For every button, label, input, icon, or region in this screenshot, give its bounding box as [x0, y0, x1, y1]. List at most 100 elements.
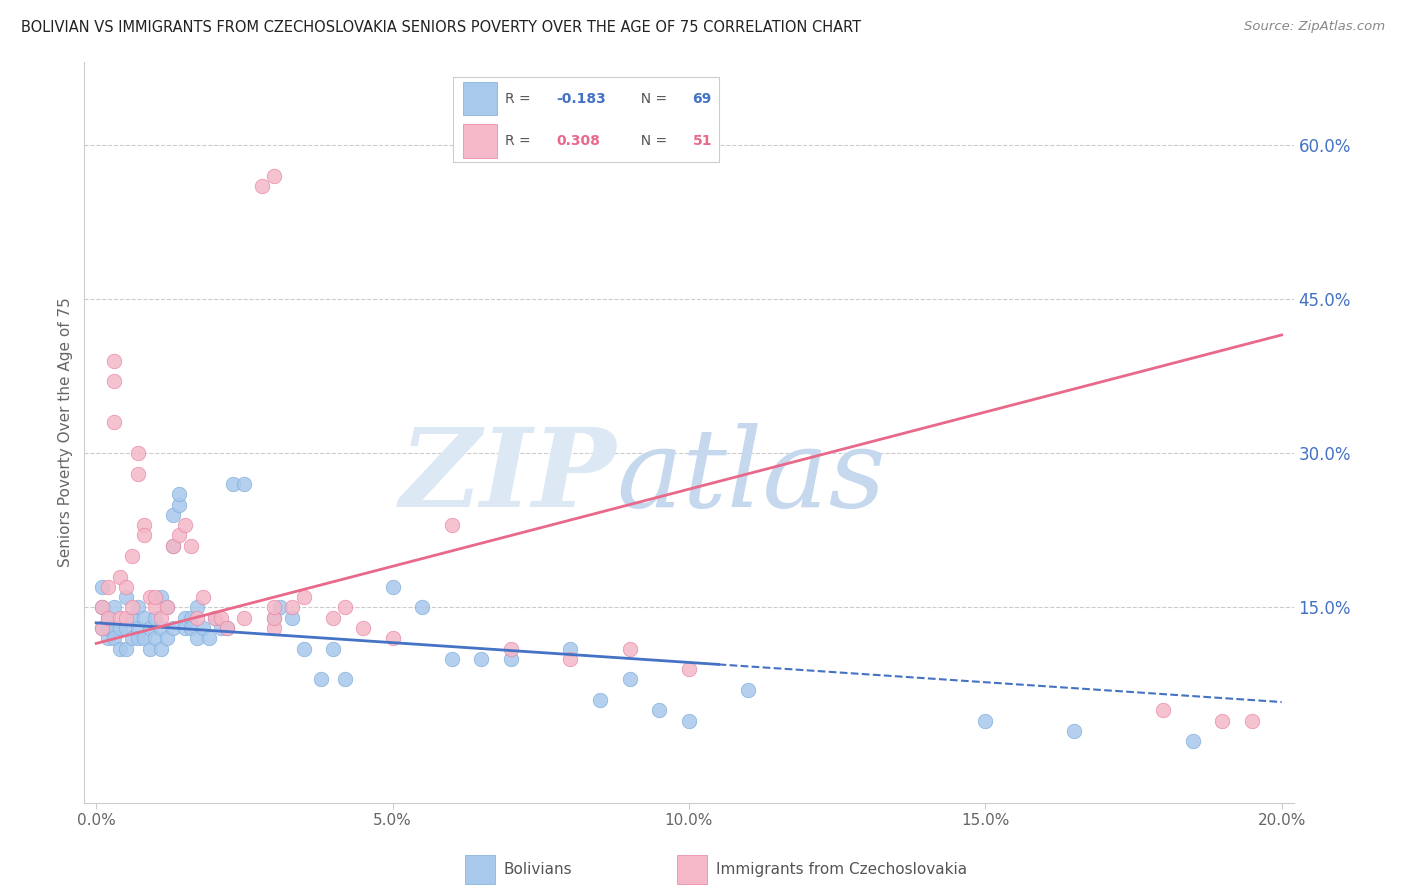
Point [269, 600, 291, 615]
Text: Source: ZipAtlas.com: Source: ZipAtlas.com [1244, 20, 1385, 33]
Point [97, 611, 120, 625]
Y-axis label: Seniors Poverty Over the Age of 75: Seniors Poverty Over the Age of 75 [58, 298, 73, 567]
Point [209, 611, 232, 625]
Point [263, 600, 285, 615]
Point [108, 611, 131, 625]
Point [440, 652, 463, 666]
Point [167, 528, 190, 542]
Point [381, 580, 404, 594]
Point [167, 487, 190, 501]
Point [103, 415, 125, 429]
Point [103, 632, 125, 646]
Point [150, 621, 173, 635]
Point [209, 621, 232, 635]
Point [150, 611, 173, 625]
Text: Bolivians: Bolivians [503, 862, 572, 877]
Point [108, 621, 131, 635]
Point [91, 580, 114, 594]
Point [411, 600, 433, 615]
Text: ZIP: ZIP [399, 424, 616, 531]
Point [127, 467, 149, 481]
Text: 0.308: 0.308 [555, 134, 600, 148]
Point [204, 611, 226, 625]
Point [186, 611, 208, 625]
Point [138, 621, 160, 635]
Text: Immigrants from Czechoslovakia: Immigrants from Czechoslovakia [716, 862, 967, 877]
Point [132, 632, 155, 646]
Point [1152, 703, 1174, 717]
Point [115, 590, 138, 604]
Point [97, 621, 120, 635]
FancyBboxPatch shape [463, 82, 496, 115]
Point [221, 477, 243, 491]
Point [91, 600, 114, 615]
Point [162, 539, 184, 553]
Point [322, 641, 344, 656]
Point [322, 611, 344, 625]
Point [470, 652, 492, 666]
Text: N =: N = [633, 92, 672, 105]
Point [191, 621, 214, 635]
Point [91, 621, 114, 635]
FancyBboxPatch shape [676, 855, 707, 884]
Point [180, 621, 202, 635]
Point [132, 528, 155, 542]
FancyBboxPatch shape [463, 125, 496, 158]
Point [215, 621, 238, 635]
Point [501, 652, 523, 666]
Point [145, 600, 167, 615]
Point [150, 590, 173, 604]
Point [127, 621, 149, 635]
Point [233, 477, 256, 491]
Point [233, 611, 256, 625]
Point [381, 632, 404, 646]
Point [560, 641, 582, 656]
Point [127, 446, 149, 460]
Point [174, 611, 197, 625]
Point [162, 508, 184, 522]
Point [138, 590, 160, 604]
Point [648, 703, 671, 717]
Point [138, 641, 160, 656]
Point [167, 498, 190, 512]
Point [215, 621, 238, 635]
Point [589, 693, 612, 707]
Point [91, 621, 114, 635]
Point [103, 353, 125, 368]
FancyBboxPatch shape [453, 78, 720, 162]
Point [333, 600, 356, 615]
Point [121, 611, 143, 625]
Point [281, 611, 304, 625]
Point [145, 590, 167, 604]
Point [292, 590, 315, 604]
Point [191, 590, 214, 604]
Point [97, 580, 120, 594]
Point [292, 641, 315, 656]
Point [1181, 734, 1204, 748]
Point [263, 611, 285, 625]
Point [108, 569, 131, 583]
Point [737, 682, 759, 697]
Point [619, 641, 641, 656]
Text: BOLIVIAN VS IMMIGRANTS FROM CZECHOSLOVAKIA SENIORS POVERTY OVER THE AGE OF 75 CO: BOLIVIAN VS IMMIGRANTS FROM CZECHOSLOVAK… [21, 20, 862, 35]
Point [440, 518, 463, 533]
Point [145, 611, 167, 625]
Point [678, 662, 700, 676]
Point [115, 580, 138, 594]
Point [678, 714, 700, 728]
Point [121, 632, 143, 646]
Point [91, 600, 114, 615]
Point [250, 178, 273, 193]
Text: atlas: atlas [616, 424, 886, 531]
Point [103, 621, 125, 635]
Point [186, 600, 208, 615]
Point [162, 539, 184, 553]
Point [204, 611, 226, 625]
Point [156, 632, 179, 646]
Point [132, 611, 155, 625]
Point [156, 600, 179, 615]
Text: R =: R = [505, 134, 536, 148]
Point [132, 518, 155, 533]
Point [127, 600, 149, 615]
Point [115, 641, 138, 656]
